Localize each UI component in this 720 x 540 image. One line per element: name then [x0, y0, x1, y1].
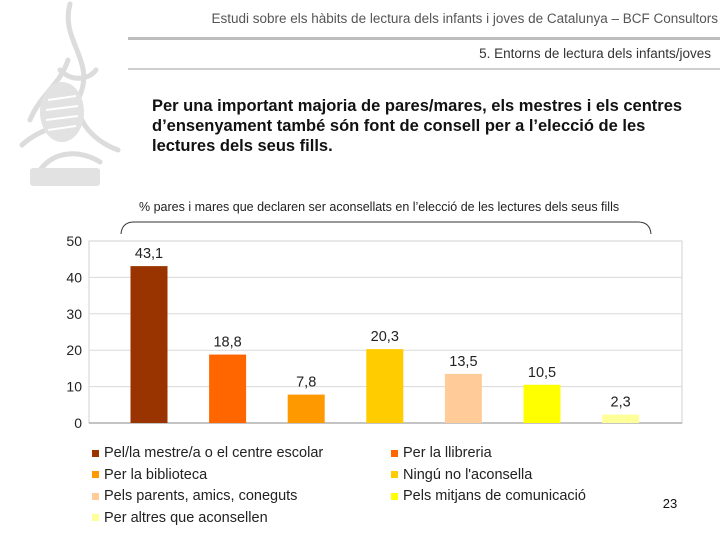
bar-value-label: 13,5: [449, 354, 477, 370]
chart-legend: Pel/la mestre/a o el centre escolar Per l…: [88, 443, 648, 531]
y-tick-label: 0: [74, 415, 82, 431]
y-tick-label: 20: [66, 342, 82, 358]
chart-title: % pares i mares que declaren ser aconsel…: [139, 200, 620, 214]
y-tick-label: 10: [66, 379, 82, 395]
legend-swatch: [391, 492, 398, 500]
legend-label: Pels mitjans de comunicació: [403, 488, 586, 504]
bar: [130, 266, 168, 423]
legend-label: Pels parents, amics, coneguts: [104, 488, 298, 504]
bar: [602, 414, 640, 423]
bar-value-label: 7,8: [296, 375, 316, 391]
legend-item: Ningú no l'aconsella: [391, 465, 532, 485]
bar-value-label: 2,3: [611, 395, 631, 411]
bar-value-label: 20,3: [371, 329, 399, 345]
legend-label: Pel/la mestre/a o el centre escolar: [104, 445, 324, 461]
y-tick-label: 50: [66, 233, 82, 249]
bar-value-label: 10,5: [528, 365, 556, 381]
bar-value-label: 18,8: [213, 335, 241, 351]
page-number: 23: [662, 496, 678, 511]
legend-label: Ningú no l'aconsella: [403, 466, 533, 483]
legend-item: Pel/la mestre/a o el centre escolar: [92, 443, 323, 463]
legend-item: Per altres que aconsellen: [92, 508, 268, 528]
legend-swatch: [92, 471, 99, 478]
legend-item: Per la llibreria: [391, 443, 492, 463]
bar: [366, 349, 404, 423]
section-divider: [128, 68, 720, 70]
section-title: 5. Entorns de lectura dels infants/joves: [479, 46, 711, 61]
legend-label: Per altres que aconsellen: [104, 509, 268, 526]
y-tick-label: 40: [66, 269, 82, 285]
bar: [287, 394, 325, 423]
legend-swatch: [92, 514, 99, 521]
bar: [444, 373, 482, 423]
legend-label: Per la llibreria: [403, 445, 492, 461]
report-header-title: Estudi sobre els hàbits de lectura dels …: [211, 11, 718, 26]
legend-item: Pels parents, amics, coneguts: [92, 486, 297, 506]
bar-value-label: 43,1: [135, 246, 163, 262]
legend-swatch: [391, 471, 398, 478]
title-bracket: [120, 221, 652, 235]
reading-figure-logo: [19, 1, 121, 186]
header-divider: [128, 37, 720, 40]
bar: [523, 384, 561, 423]
legend-label: Per la biblioteca: [104, 466, 208, 483]
legend-swatch: [92, 492, 99, 500]
legend-item: Pels mitjans de comunicació: [391, 486, 586, 506]
legend-item: Per la biblioteca: [92, 465, 207, 485]
y-tick-label: 30: [66, 306, 82, 322]
legend-swatch: [92, 449, 99, 457]
legend-swatch: [391, 449, 398, 457]
slide-headline: Per una important majoria de pares/mares…: [152, 97, 683, 155]
bar: [209, 354, 247, 423]
